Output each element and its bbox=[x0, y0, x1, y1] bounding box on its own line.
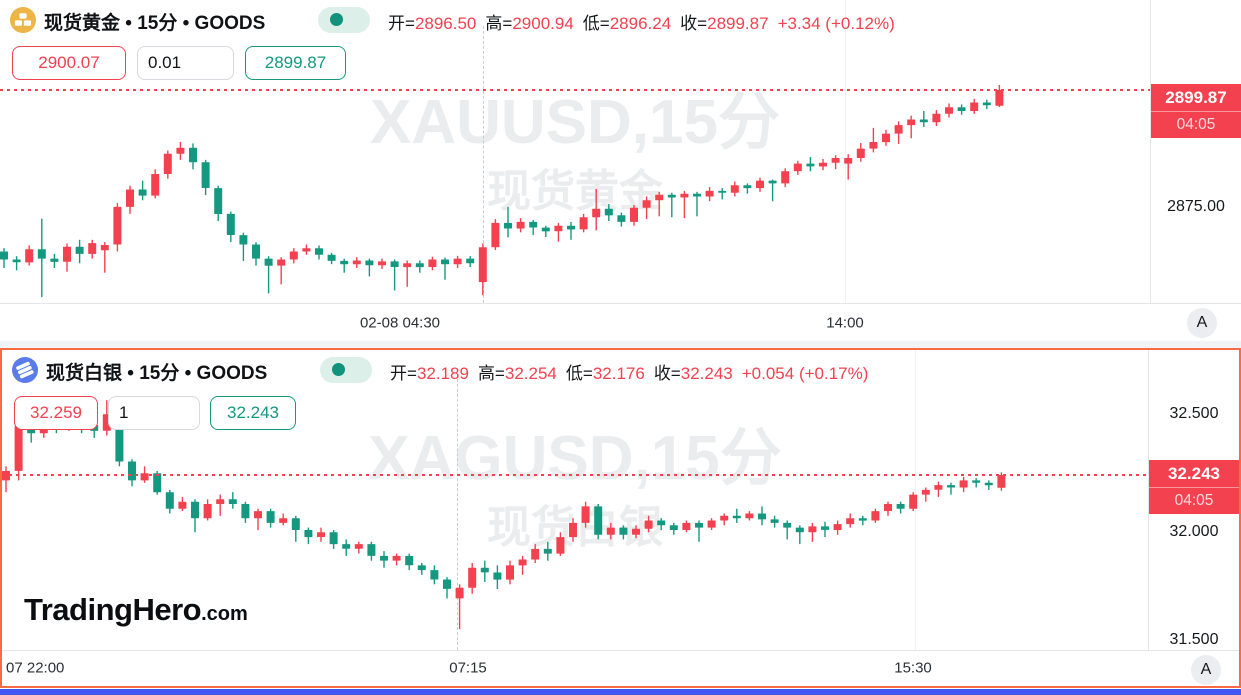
silver-last-time: 04:05 bbox=[1149, 487, 1239, 514]
silver-header: 现货白银 • 15分 • GOODS 开=32.189 高=32.254 低=32.… bbox=[2, 350, 1148, 390]
gold-time-tick-2: 14:00 bbox=[826, 314, 864, 331]
silver-low-label: 低= bbox=[565, 364, 593, 383]
gold-panel: XAUUSD,15分 现货黄金 现货黄金 • 15分 • GOODS bbox=[0, 0, 1241, 341]
gold-high-label: 高= bbox=[485, 14, 513, 33]
gold-last-price-label: 2899.87 04:05 bbox=[1151, 84, 1241, 138]
silver-time-tick-2: 07:15 bbox=[449, 659, 487, 676]
silver-title: 现货白银 • 15分 • GOODS bbox=[46, 363, 268, 384]
gold-bars-icon bbox=[10, 7, 36, 33]
gold-header: 现货黄金 • 15分 • GOODS 开=2896.50 高=2900.94 低=2… bbox=[0, 0, 1150, 40]
silver-quantity-field[interactable]: 1 bbox=[108, 396, 200, 430]
gold-change-value: +3.34 (+0.12%) bbox=[777, 14, 895, 33]
gold-auto-scale-button[interactable]: A bbox=[1187, 308, 1217, 338]
gold-candlestick-svg bbox=[0, 85, 1004, 298]
gold-order-row: 2900.07 0.01 2899.87 bbox=[0, 44, 1150, 80]
silver-high-label: 高= bbox=[477, 364, 505, 383]
gold-close-label: 收= bbox=[680, 14, 708, 33]
brand-name: TradingHero bbox=[24, 592, 202, 627]
panel-separator bbox=[0, 341, 1241, 348]
gold-ohlc-readout: 开=2896.50 高=2900.94 低=2896.24 收=2899.87 +3.3… bbox=[388, 9, 895, 34]
silver-close-label: 收= bbox=[653, 364, 681, 383]
silver-axis-tick-2: 32.000 bbox=[1169, 523, 1219, 540]
silver-last-price-label: 32.243 04:05 bbox=[1149, 460, 1239, 514]
silver-auto-scale-button[interactable]: A bbox=[1191, 655, 1221, 685]
silver-close-value: 32.243 bbox=[680, 364, 733, 383]
gold-time-axis[interactable]: 02-08 04:30 14:00 A bbox=[0, 303, 1241, 341]
silver-axis-tick-1: 32.500 bbox=[1169, 405, 1219, 422]
gold-low-value: 2896.24 bbox=[609, 14, 672, 33]
gold-status-dot-icon bbox=[330, 13, 343, 26]
silver-open-label: 开= bbox=[390, 364, 417, 383]
silver-axis-tick-3: 31.500 bbox=[1169, 631, 1219, 648]
silver-last-price: 32.243 bbox=[1168, 463, 1220, 483]
gold-axis-tick: 2875.00 bbox=[1167, 198, 1225, 215]
gold-close-value: 2899.87 bbox=[707, 14, 769, 33]
silver-status-dot-icon bbox=[332, 363, 345, 376]
silver-status-pill bbox=[320, 357, 372, 383]
gold-sell-price-button[interactable]: 2900.07 bbox=[12, 46, 126, 80]
silver-open-value: 32.189 bbox=[416, 364, 469, 383]
gold-high-value: 2900.94 bbox=[512, 14, 574, 33]
brand-logo: TradingHero.com bbox=[24, 592, 248, 628]
silver-high-value: 32.254 bbox=[504, 364, 557, 383]
silver-order-row: 32.259 1 32.243 bbox=[2, 394, 1148, 430]
silver-ohlc-readout: 开=32.189 高=32.254 低=32.176 收=32.243 +0.054 (… bbox=[390, 359, 868, 384]
gold-price-axis[interactable]: 2899.87 04:05 2875.00 bbox=[1150, 0, 1241, 303]
bottom-accent-bar bbox=[0, 689, 1241, 695]
silver-time-axis[interactable]: 07 22:00 07:15 15:30 A bbox=[2, 650, 1239, 685]
gold-open-label: 开= bbox=[388, 14, 415, 33]
gold-low-label: 低= bbox=[582, 14, 610, 33]
silver-bars-icon bbox=[12, 357, 38, 383]
gold-time-tick-1: 02-08 04:30 bbox=[359, 314, 441, 331]
silver-time-tick-3: 15:30 bbox=[894, 659, 932, 676]
gold-quantity-field[interactable]: 0.01 bbox=[137, 46, 234, 80]
gold-gridline-vertical bbox=[845, 0, 846, 303]
gold-session-divider-line bbox=[483, 26, 484, 303]
silver-session-divider-line bbox=[457, 374, 458, 650]
silver-buy-price-button[interactable]: 32.243 bbox=[210, 396, 296, 430]
gold-chart-area[interactable]: XAUUSD,15分 现货黄金 现货黄金 • 15分 • GOODS bbox=[0, 0, 1150, 303]
silver-time-tick-1: 07 22:00 bbox=[6, 659, 65, 676]
silver-sell-price-button[interactable]: 32.259 bbox=[14, 396, 98, 430]
brand-suffix: .com bbox=[201, 603, 248, 625]
silver-low-value: 32.176 bbox=[592, 364, 645, 383]
gold-status-pill bbox=[318, 7, 370, 33]
gold-open-value: 2896.50 bbox=[414, 14, 477, 33]
silver-price-axis[interactable]: 32.500 32.243 04:05 32.000 31.500 bbox=[1148, 350, 1239, 650]
gold-title: 现货黄金 • 15分 • GOODS bbox=[44, 13, 266, 34]
silver-change-value: +0.054 (+0.17%) bbox=[741, 364, 869, 383]
silver-panel: XAGUSD,15分 现货白银 现货白银 • 15分 • GOODS bbox=[0, 348, 1241, 688]
silver-chart-area[interactable]: XAGUSD,15分 现货白银 现货白银 • 15分 • GOODS bbox=[2, 350, 1148, 650]
gold-last-price: 2899.87 bbox=[1165, 87, 1227, 107]
gold-last-time: 04:05 bbox=[1151, 111, 1241, 138]
gold-buy-price-button[interactable]: 2899.87 bbox=[245, 46, 346, 80]
